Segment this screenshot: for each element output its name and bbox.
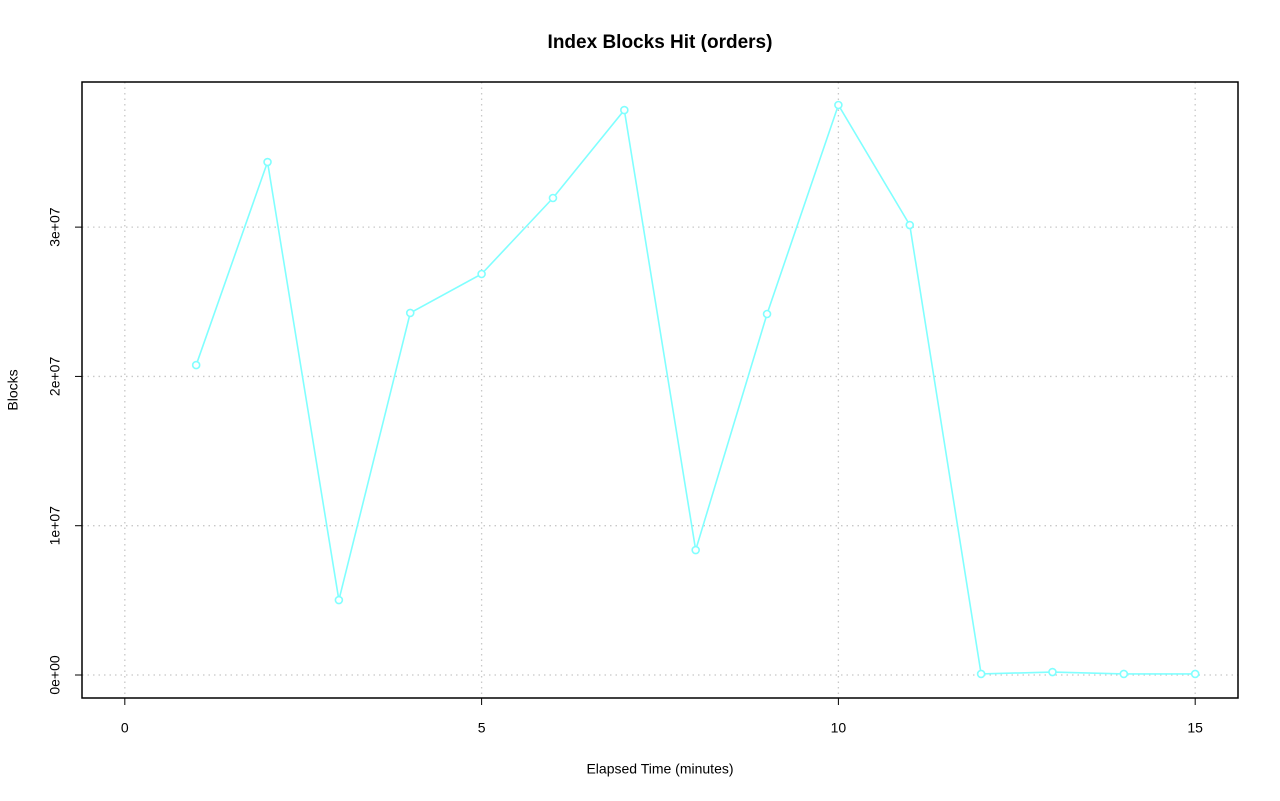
data-point — [905, 220, 915, 230]
data-point — [548, 193, 558, 203]
data-point — [691, 545, 700, 555]
data-point — [1119, 669, 1129, 679]
x-tick-label: 5 — [478, 720, 486, 736]
data-point — [191, 360, 201, 370]
y-tick-label: 0e+00 — [47, 655, 63, 695]
y-tick-label: 3e+07 — [47, 207, 63, 247]
data-point — [477, 269, 486, 279]
data-point — [762, 309, 772, 319]
data-point — [976, 669, 986, 679]
data-point — [334, 595, 344, 605]
y-tick-label: 1e+07 — [47, 506, 63, 546]
data-point — [620, 105, 629, 115]
series-line — [195, 103, 1196, 675]
chart-title: Index Blocks Hit (orders) — [548, 32, 773, 53]
y-axis-label: Blocks — [5, 369, 21, 410]
data-point — [263, 157, 272, 167]
data-point — [1190, 669, 1200, 679]
x-tick-label: 15 — [1187, 720, 1203, 736]
x-tick-label: 0 — [121, 720, 129, 736]
y-tick-label: 2e+07 — [47, 357, 63, 397]
data-point — [834, 100, 843, 110]
plot-frame — [81, 81, 1239, 699]
x-axis-label: Elapsed Time (minutes) — [586, 761, 733, 777]
data-point — [1048, 667, 1057, 677]
x-tick-label: 10 — [831, 720, 847, 736]
data-point — [405, 308, 415, 318]
